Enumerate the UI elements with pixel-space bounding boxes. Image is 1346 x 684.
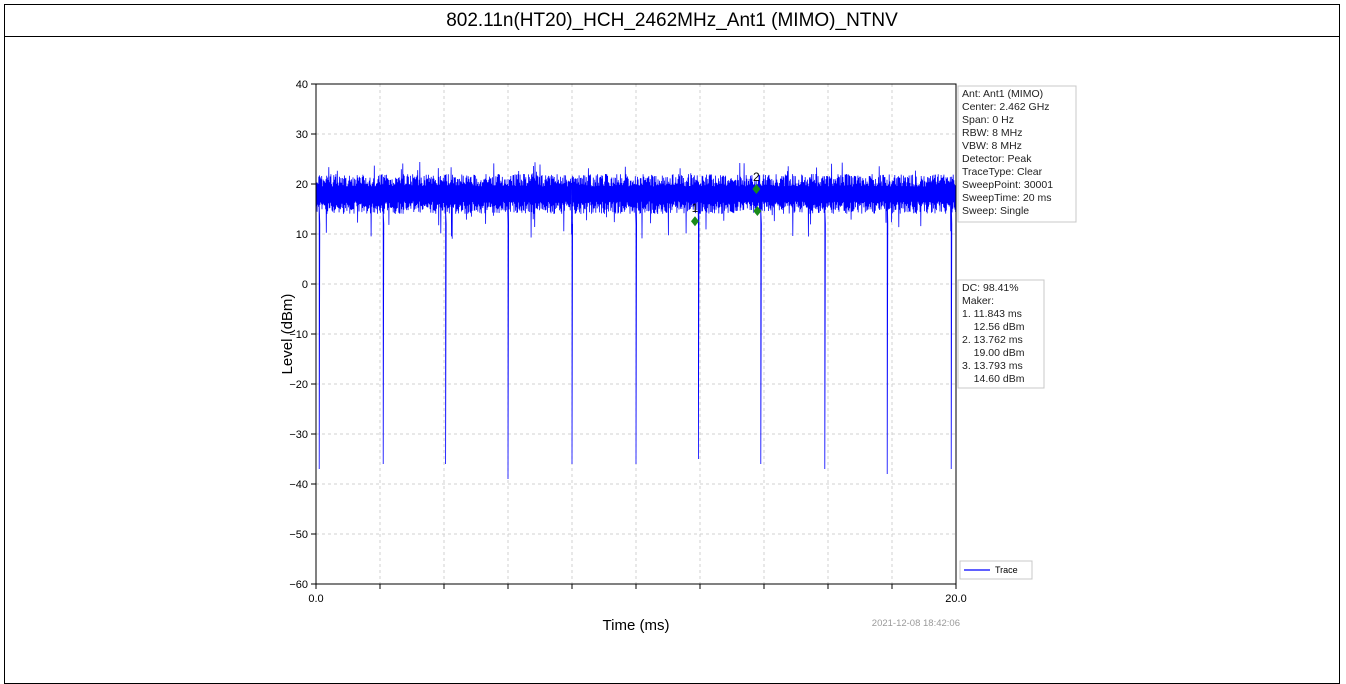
info-line: RBW: 8 MHz (962, 127, 1022, 139)
marker-1-point (690, 216, 699, 227)
marker-3-point (753, 206, 762, 216)
marker-info-line: DC: 98.41% (962, 282, 1019, 294)
info-line: SweepPoint: 30001 (962, 179, 1053, 191)
marker-info-line: 12.56 dBm (962, 321, 1025, 333)
y-tick-label: −20 (289, 379, 308, 391)
x-tick-label: 0.0 (308, 593, 323, 605)
axis-ticks: 40 30 20 10 0 −10 −20 −30 −40 −50 −600.0 20.0 (289, 79, 966, 605)
page-title: 802.11n(HT20)_HCH_2462MHz_Ant1 (MIMO)_NT… (5, 5, 1339, 37)
marker-info-line: 19.00 dBm (962, 347, 1025, 359)
y-tick-label: −60 (289, 579, 308, 591)
marker-2-point (752, 184, 761, 194)
info-line: VBW: 8 MHz (962, 140, 1022, 152)
marker-info-line: Maker: (962, 295, 994, 307)
info-line: TraceType: Clear (962, 166, 1043, 178)
x-tick-label: 20.0 (945, 593, 966, 605)
marker-2-label: 2 (753, 170, 760, 184)
marker-info-line: 3. 13.793 ms (962, 360, 1023, 372)
y-axis-label: Level (dBm) (279, 294, 296, 375)
y-tick-label: −40 (289, 479, 308, 491)
legend-trace-label: Trace (995, 565, 1018, 575)
marker-info-text: DC: 98.41%Maker:1. 11.843 ms 12.56 dBm2.… (962, 282, 1025, 385)
markers: 12 (690, 170, 762, 227)
info-line: Detector: Peak (962, 153, 1032, 165)
y-tick-label: 10 (296, 229, 308, 241)
y-tick-label: −30 (289, 429, 308, 441)
timestamp: 2021-12-08 18:42:06 (872, 618, 960, 629)
info-line: Center: 2.462 GHz (962, 101, 1050, 113)
marker-info-box (957, 279, 1045, 389)
trace-series (315, 161, 957, 480)
y-tick-label: 30 (296, 129, 308, 141)
trace-line (315, 161, 957, 480)
settings-info-box (957, 85, 1077, 223)
marker-1-label: 1 (692, 201, 699, 215)
x-axis-label: Time (ms) (603, 617, 670, 634)
info-line: Ant: Ant1 (MIMO) (962, 88, 1043, 100)
y-tick-label: −50 (289, 529, 308, 541)
marker-info-line: 14.60 dBm (962, 373, 1025, 385)
y-tick-label: −10 (289, 329, 308, 341)
y-tick-label: 0 (302, 279, 308, 291)
legend-box (959, 560, 1033, 580)
info-line: Span: 0 Hz (962, 114, 1014, 126)
info-line: Sweep: Single (962, 205, 1029, 217)
marker-info-line: 2. 13.762 ms (962, 334, 1023, 346)
y-tick-label: 40 (296, 79, 308, 91)
marker-info-line: 1. 11.843 ms (962, 308, 1022, 320)
info-line: SweepTime: 20 ms (962, 192, 1051, 204)
y-tick-label: 20 (296, 179, 308, 191)
